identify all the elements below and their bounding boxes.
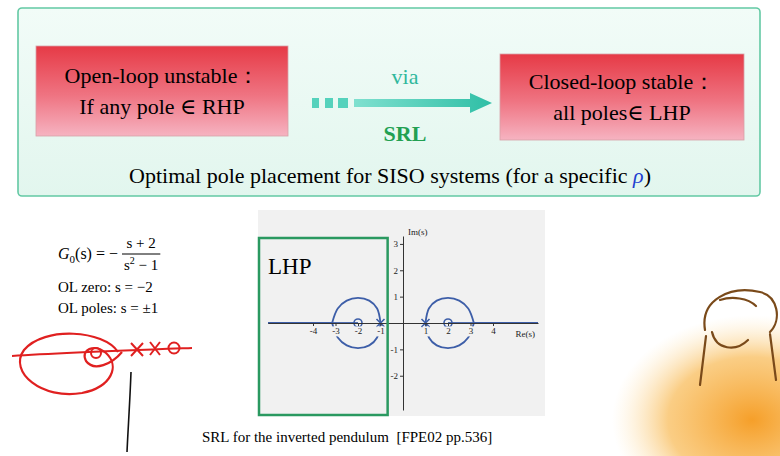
lhp-box — [259, 238, 388, 415]
formulas: G0(s) = − s + 2 s2 − 1 OL zero: s = −2 OL po… — [58, 235, 160, 316]
tick: 4 — [490, 323, 497, 336]
tick: -2 — [390, 371, 404, 381]
tf-lhs: G0(s) = − — [58, 245, 118, 265]
summary: Optimal pole placement for SISO systems … — [129, 163, 651, 188]
tick-label-patch — [468, 326, 475, 336]
closed-loop-box: Closed-loop stable： all poles∈ LHP — [500, 54, 744, 140]
tick-mark — [400, 349, 403, 350]
tick-label-patch — [390, 345, 400, 355]
y-axis: -2 -1 1 2 3 — [390, 237, 404, 411]
tick-label-patch — [393, 239, 400, 249]
tick: -1 — [390, 345, 404, 355]
tick: -4 — [309, 323, 319, 336]
red-box — [36, 46, 288, 136]
tick-label: -2 — [391, 371, 399, 381]
box-line: Open-loop unstable： — [65, 63, 260, 88]
tick-label: 1 — [424, 326, 429, 336]
x-axis-title: Re(s) — [516, 329, 536, 339]
hand-zero — [91, 348, 101, 358]
tick-label-patch — [331, 326, 341, 336]
arrow: via SRL — [312, 64, 492, 146]
tick-label: -1 — [391, 345, 399, 355]
tick-mark — [400, 297, 403, 298]
tick-mark — [400, 244, 403, 245]
tf-den-rest: − 1 — [135, 257, 158, 273]
plot-background — [258, 210, 545, 416]
tick-label-patch — [490, 326, 497, 336]
arrow-label-below: SRL — [384, 121, 427, 146]
box-line: Closed-loop stable： — [529, 69, 715, 94]
tick-label: -4 — [310, 326, 318, 336]
slide-canvas: Open-loop unstable： If any pole ∈ RHP Clos… — [0, 0, 780, 456]
slide: Open-loop unstable： If any pole ∈ RHP Clos… — [0, 0, 780, 456]
tick: 1 — [393, 292, 404, 302]
arrow-dash — [312, 98, 319, 108]
tick-label: 3 — [394, 239, 399, 249]
tick-label-patch — [393, 266, 400, 276]
tick-label: -3 — [332, 326, 340, 336]
formula-line: OL zero: s = −2 — [58, 279, 153, 295]
locus-branch — [426, 323, 474, 348]
tick: -3 — [331, 323, 341, 336]
arrow-label-above: via — [392, 64, 419, 89]
tf-numerator: s + 2 — [127, 235, 156, 251]
y-axis-title: Im(s) — [408, 227, 428, 237]
decor-blob — [612, 315, 780, 456]
tick-label-patch — [445, 326, 452, 336]
hand-annotation — [12, 334, 192, 452]
tick: 1 — [423, 323, 430, 336]
fraction-bar — [122, 254, 160, 255]
tf-after: (s) = − — [75, 245, 118, 263]
arrow-body — [354, 93, 492, 113]
red-box — [500, 54, 744, 140]
caption: SRL for the inverted pendulum [FPE02 pp.… — [202, 429, 492, 445]
tick-label: -2 — [355, 326, 363, 336]
tick: 3 — [393, 239, 404, 249]
tick-label: -1 — [377, 326, 385, 336]
tf-symbol: G — [58, 245, 70, 262]
tick-label: 1 — [394, 292, 399, 302]
axis-line — [403, 237, 404, 411]
hand-zero-right — [169, 343, 180, 354]
summary-part: Optimal pole placement for SISO systems … — [129, 163, 633, 188]
tf-denominator: s2 − 1 — [124, 255, 158, 273]
tick-label: 2 — [446, 326, 451, 336]
hand-line — [127, 372, 131, 452]
summary-part: ρ — [632, 163, 644, 188]
tick-label-patch — [393, 292, 400, 302]
hand-loop — [20, 334, 122, 394]
tick: 2 — [393, 266, 404, 276]
decor-cartoon — [700, 290, 777, 385]
tick-label-patch — [423, 326, 430, 336]
header-panel — [18, 8, 760, 196]
tick: -1 — [376, 323, 386, 336]
tick-mark — [400, 270, 403, 271]
tick-label-patch — [309, 326, 319, 336]
tick: 2 — [445, 323, 452, 336]
tick-label-patch — [354, 326, 364, 336]
arrow-dash — [338, 98, 348, 108]
open-loop-box: Open-loop unstable： If any pole ∈ RHP — [36, 46, 288, 136]
tick: 3 — [468, 323, 475, 336]
tick-label-patch — [390, 371, 400, 381]
hand-pole — [131, 342, 160, 356]
tick: -2 — [354, 323, 364, 336]
tick-label: 3 — [469, 326, 474, 336]
tick-label-patch — [376, 326, 386, 336]
tick-label: 2 — [394, 266, 399, 276]
arrow-dash — [325, 98, 333, 108]
formula-line: OL poles: s = ±1 — [58, 300, 158, 316]
lhp-label: LHP — [268, 254, 311, 279]
box-line: all poles∈ LHP — [553, 100, 690, 125]
locus-branch — [332, 323, 380, 348]
tick-mark — [400, 376, 403, 377]
summary-part: ) — [644, 163, 651, 188]
tick-label: 4 — [491, 326, 496, 336]
box-line: If any pole ∈ RHP — [79, 94, 244, 119]
